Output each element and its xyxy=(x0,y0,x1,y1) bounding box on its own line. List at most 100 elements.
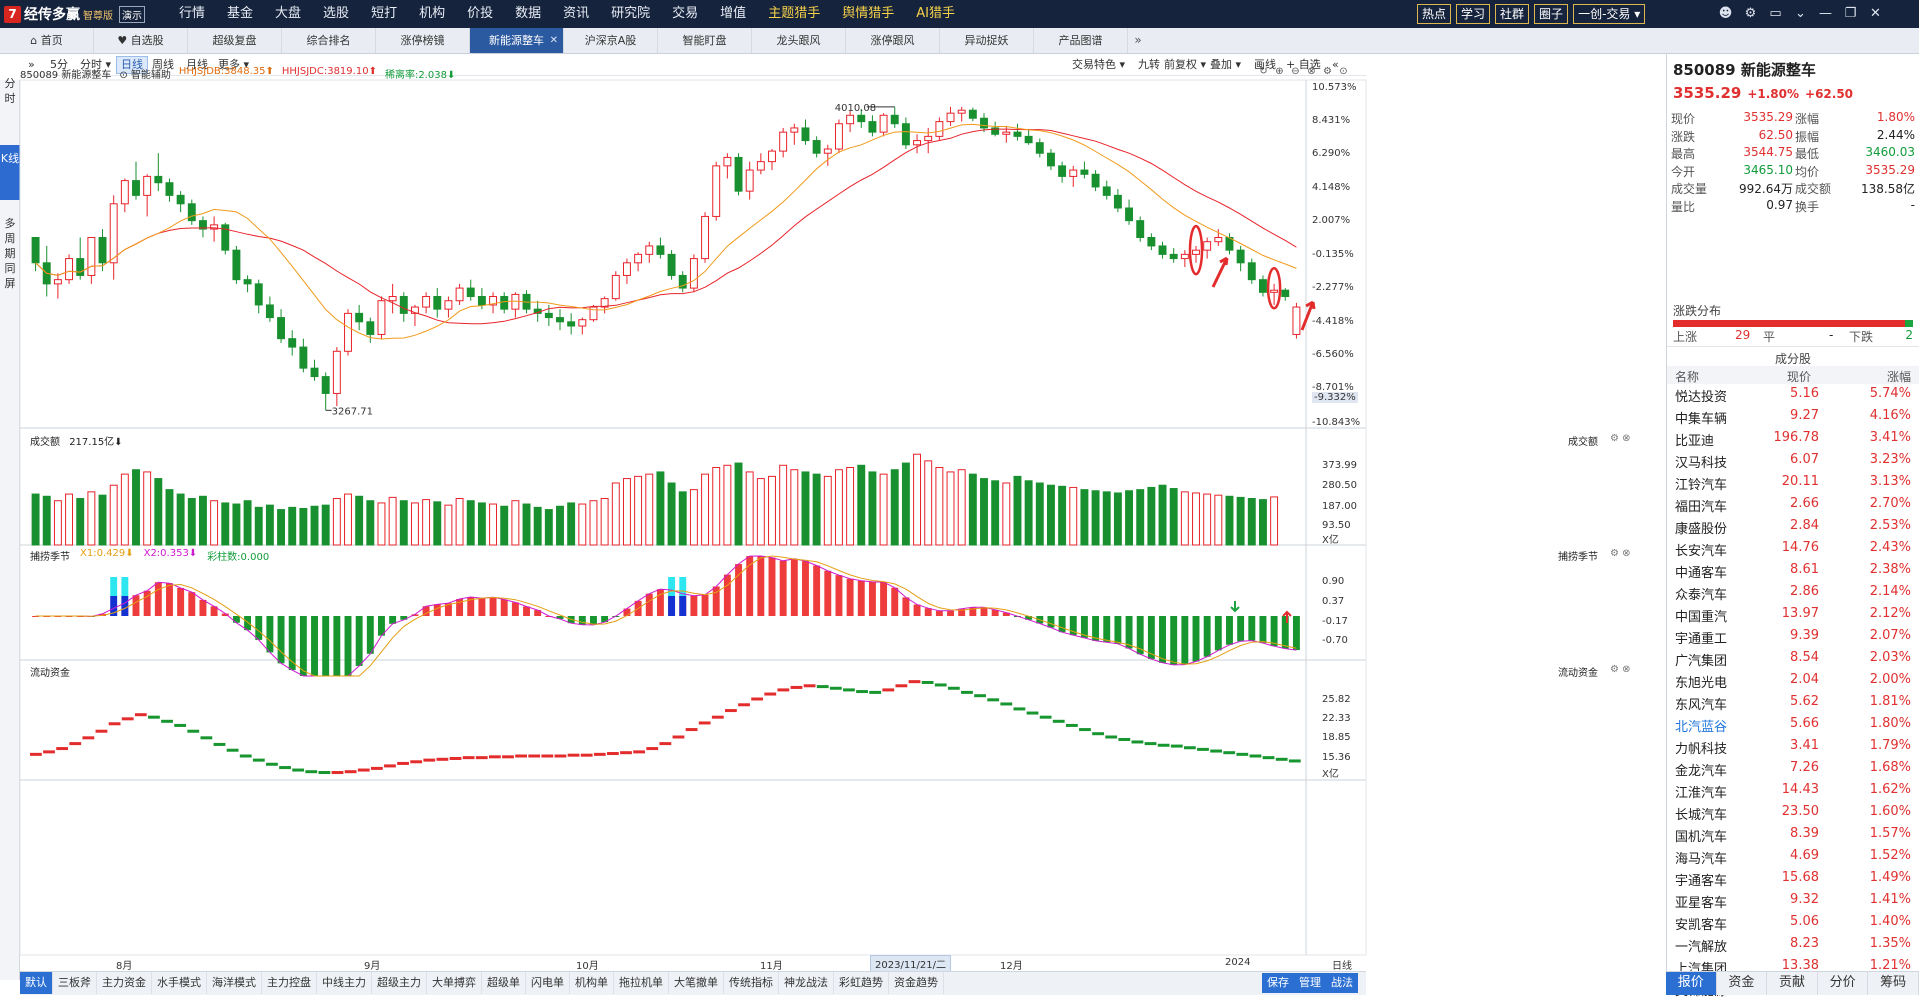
menu-item[interactable]: AI猎手 xyxy=(916,6,955,21)
list-item[interactable]: 广汽集团 8.54 2.03% xyxy=(1667,650,1919,672)
indicator-tab[interactable]: 大笔撤单 xyxy=(669,972,724,994)
side-nav-item[interactable]: K线 xyxy=(0,145,20,200)
indicator-tab[interactable]: 水手模式 xyxy=(152,972,207,994)
menu-item[interactable]: 增值 xyxy=(720,6,747,21)
tab[interactable]: 综合排名 xyxy=(282,28,376,53)
indicator-tab[interactable]: 资金趋势 xyxy=(889,972,944,994)
menu-item[interactable]: 选股 xyxy=(323,6,350,21)
tab[interactable]: 异动捉妖 xyxy=(940,28,1034,53)
top-button[interactable]: 社群 xyxy=(1495,4,1530,24)
top-button[interactable]: 圈子 xyxy=(1534,4,1569,24)
menu-item[interactable]: 行情 xyxy=(179,6,206,21)
flow-panel-icons[interactable]: ⚙ ⊗ xyxy=(1610,664,1631,675)
toolbar-button[interactable]: 九转 xyxy=(1138,58,1160,71)
add-icon[interactable]: ⊕ xyxy=(1275,66,1284,77)
toolbar-button[interactable]: 前复权 ▾ xyxy=(1164,58,1207,71)
close-icon[interactable]: ✕ xyxy=(1870,6,1881,21)
indicator-tab[interactable]: 海洋模式 xyxy=(207,972,262,994)
toolbar-button[interactable]: 叠加 ▾ xyxy=(1210,58,1242,71)
tab[interactable]: 龙头跟风 xyxy=(752,28,846,53)
settings-icon[interactable]: ⚙ xyxy=(1323,66,1332,77)
right-tab[interactable]: 资金 xyxy=(1717,972,1768,995)
list-item[interactable]: 东旭光电 2.04 2.00% xyxy=(1667,672,1919,694)
menu-item[interactable]: 主题猎手 xyxy=(768,6,821,21)
menu-item[interactable]: 大盘 xyxy=(275,6,302,21)
period-button[interactable]: 月线 xyxy=(186,58,208,71)
bottom-action-button[interactable]: 战法 xyxy=(1326,973,1358,993)
volume-panel-icons[interactable]: ⚙ ⊗ xyxy=(1610,433,1631,444)
list-item[interactable]: 江铃汽车 20.11 3.13% xyxy=(1667,474,1919,496)
menu-item[interactable]: 数据 xyxy=(515,6,542,21)
bottom-action-button[interactable]: 保存 xyxy=(1262,973,1294,993)
period-button[interactable]: 5分 xyxy=(50,58,68,71)
indicator-tab[interactable]: 主力资金 xyxy=(97,972,152,994)
close-icon[interactable]: ⊗ xyxy=(1307,66,1316,77)
indicator-tab[interactable]: 彩虹趋势 xyxy=(834,972,889,994)
list-item[interactable]: 力帆科技 3.41 1.79% xyxy=(1667,738,1919,760)
list-item[interactable]: 汉马科技 6.07 3.23% xyxy=(1667,452,1919,474)
minimize-icon[interactable]: — xyxy=(1819,6,1832,21)
list-item[interactable]: 国机汽车 8.39 1.57% xyxy=(1667,826,1919,848)
tab[interactable]: 沪深京A股 xyxy=(564,28,658,53)
list-item[interactable]: 比亚迪 196.78 3.41% xyxy=(1667,430,1919,452)
user-icon[interactable]: ☻ xyxy=(1718,6,1733,21)
indicator-tab[interactable]: 机构单 xyxy=(570,972,614,994)
toolbar-button[interactable]: 画线 xyxy=(1254,58,1276,71)
tab[interactable]: 新能源整车 ✕ xyxy=(470,28,564,53)
menu-item[interactable]: 基金 xyxy=(227,6,254,21)
list-item[interactable]: 江淮汽车 14.43 1.62% xyxy=(1667,782,1919,804)
list-item[interactable]: 东风汽车 5.62 1.81% xyxy=(1667,694,1919,716)
indicator-tab[interactable]: 三板斧 xyxy=(53,972,97,994)
list-item[interactable]: 亚星客车 9.32 1.41% xyxy=(1667,892,1919,914)
toolbar-button[interactable]: « xyxy=(1332,58,1339,71)
tab[interactable]: 产品图谱 xyxy=(1034,28,1128,53)
top-button[interactable]: 学习 xyxy=(1456,4,1491,24)
period-button[interactable]: 分时 ▾ xyxy=(80,58,112,71)
menu-item[interactable]: 资讯 xyxy=(563,6,590,21)
list-item[interactable]: 长城汽车 23.50 1.60% xyxy=(1667,804,1919,826)
indicator-tab[interactable]: 传统指标 xyxy=(724,972,779,994)
list-item[interactable]: 金龙汽车 7.26 1.68% xyxy=(1667,760,1919,782)
top-button[interactable]: 热点 xyxy=(1417,4,1452,24)
right-tab[interactable]: 报价 xyxy=(1666,972,1717,995)
right-tab[interactable]: 分价 xyxy=(1818,972,1869,995)
list-item[interactable]: 康盛股份 2.84 2.53% xyxy=(1667,518,1919,540)
list-item[interactable]: 长安汽车 14.76 2.43% xyxy=(1667,540,1919,562)
col-change[interactable]: 涨幅 xyxy=(1886,370,1911,384)
demo-badge[interactable]: 演示 xyxy=(119,5,145,23)
menu-item[interactable]: 短打 xyxy=(371,6,398,21)
side-nav-item[interactable]: 多周期同屏 xyxy=(4,217,16,290)
indicator-panel-icons[interactable]: ⚙ ⊗ xyxy=(1610,548,1631,559)
col-name[interactable]: 名称 xyxy=(1675,370,1700,384)
restore-icon[interactable]: ❐ xyxy=(1844,6,1857,21)
period-button[interactable]: 更多 ▾ xyxy=(218,58,250,71)
tab[interactable]: ♥ 自选股 xyxy=(94,28,188,53)
refresh-icon[interactable]: ↻ xyxy=(1259,66,1268,77)
toolbar-button[interactable]: + 自选 xyxy=(1286,58,1321,71)
right-tab[interactable]: 贡献 xyxy=(1767,972,1818,995)
indicator-tab[interactable]: 默认 xyxy=(20,972,53,994)
indicator-tab[interactable]: 闪电单 xyxy=(526,972,570,994)
list-item[interactable]: 一汽解放 8.23 1.35% xyxy=(1667,936,1919,958)
tab[interactable]: 超级复盘 xyxy=(188,28,282,53)
list-item[interactable]: 安凯客车 5.06 1.40% xyxy=(1667,914,1919,936)
gear-icon[interactable]: ⚙ xyxy=(1744,6,1757,21)
list-item[interactable]: 悦达投资 5.16 5.74% xyxy=(1667,386,1919,408)
list-item[interactable]: 海马汽车 4.69 1.52% xyxy=(1667,848,1919,870)
period-button[interactable]: 日线 xyxy=(116,56,148,74)
period-button[interactable]: 周线 xyxy=(152,58,174,71)
indicator-tab[interactable]: 中线主力 xyxy=(317,972,372,994)
indicator-tab[interactable]: 超级主力 xyxy=(372,972,427,994)
right-tab[interactable]: 筹码 xyxy=(1868,972,1919,995)
window-icon[interactable]: ▭ xyxy=(1769,6,1782,21)
tab-close-icon[interactable]: ✕ xyxy=(549,35,558,46)
expand-icon[interactable]: » xyxy=(28,58,35,71)
indicator-tab[interactable]: 大单搏弈 xyxy=(427,972,482,994)
tabs-more-icon[interactable]: » xyxy=(1134,33,1142,47)
tab[interactable]: ⌂ 首页 xyxy=(0,28,94,53)
assist-toggle[interactable]: ⊙ 智能辅助 xyxy=(119,70,171,81)
menu-item[interactable]: 交易 xyxy=(672,6,699,21)
list-item[interactable]: 宇通客车 15.68 1.49% xyxy=(1667,870,1919,892)
list-item[interactable]: 中国重汽 13.97 2.12% xyxy=(1667,606,1919,628)
